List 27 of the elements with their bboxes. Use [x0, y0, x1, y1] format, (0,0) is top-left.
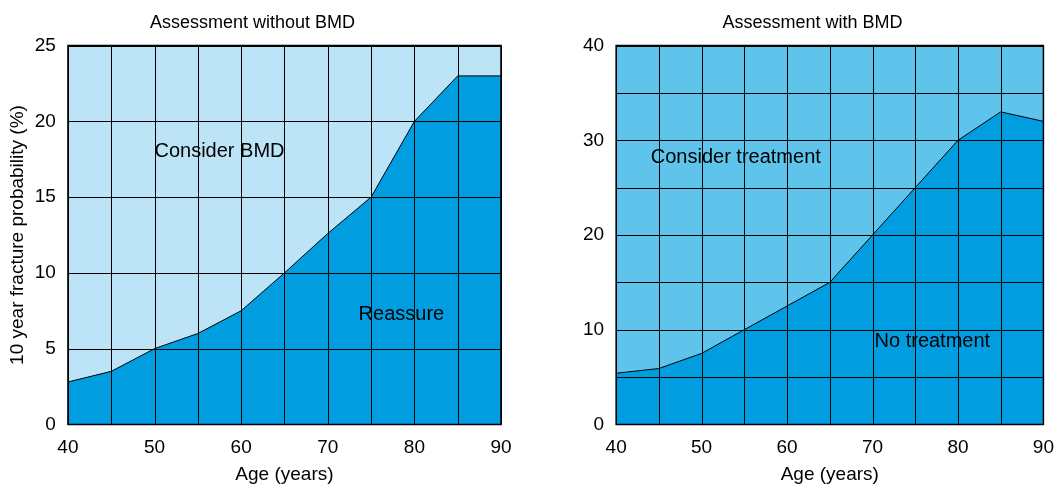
x-tick-label: 50 — [143, 436, 166, 458]
y-axis-title: 10 year fracture probability (%) — [5, 105, 27, 365]
y-tick-label: 20 — [582, 223, 605, 245]
x-tick-label: 80 — [403, 436, 425, 458]
y-tick-label: 40 — [582, 33, 605, 55]
y-tick-label: 5 — [45, 336, 56, 358]
chart-title: Assessment with BMD — [722, 11, 903, 32]
x-axis-title: Age (years) — [780, 462, 879, 484]
y-tick-label: 10 — [34, 261, 56, 283]
x-tick-label: 70 — [317, 436, 339, 458]
x-tick-label: 90 — [490, 436, 512, 458]
y-tick-label: 10 — [582, 317, 605, 339]
y-tick-label: 20 — [34, 109, 56, 131]
x-tick-label: 80 — [947, 436, 969, 458]
x-tick-label: 60 — [776, 436, 798, 458]
y-tick-label: 0 — [45, 412, 56, 434]
y-tick-label: 0 — [593, 412, 605, 434]
y-tick-label: 30 — [582, 128, 605, 150]
y-tick-label: 25 — [34, 33, 56, 55]
y-tick-label: 15 — [34, 185, 56, 207]
x-tick-label: 50 — [691, 436, 713, 458]
x-tick-label: 90 — [1032, 436, 1054, 458]
x-tick-label: 40 — [605, 436, 627, 458]
x-tick-label: 70 — [861, 436, 884, 458]
x-tick-label: 60 — [230, 436, 252, 458]
chart-title: Assessment without BMD — [149, 11, 356, 32]
x-axis-title: Age (years) — [235, 462, 334, 484]
